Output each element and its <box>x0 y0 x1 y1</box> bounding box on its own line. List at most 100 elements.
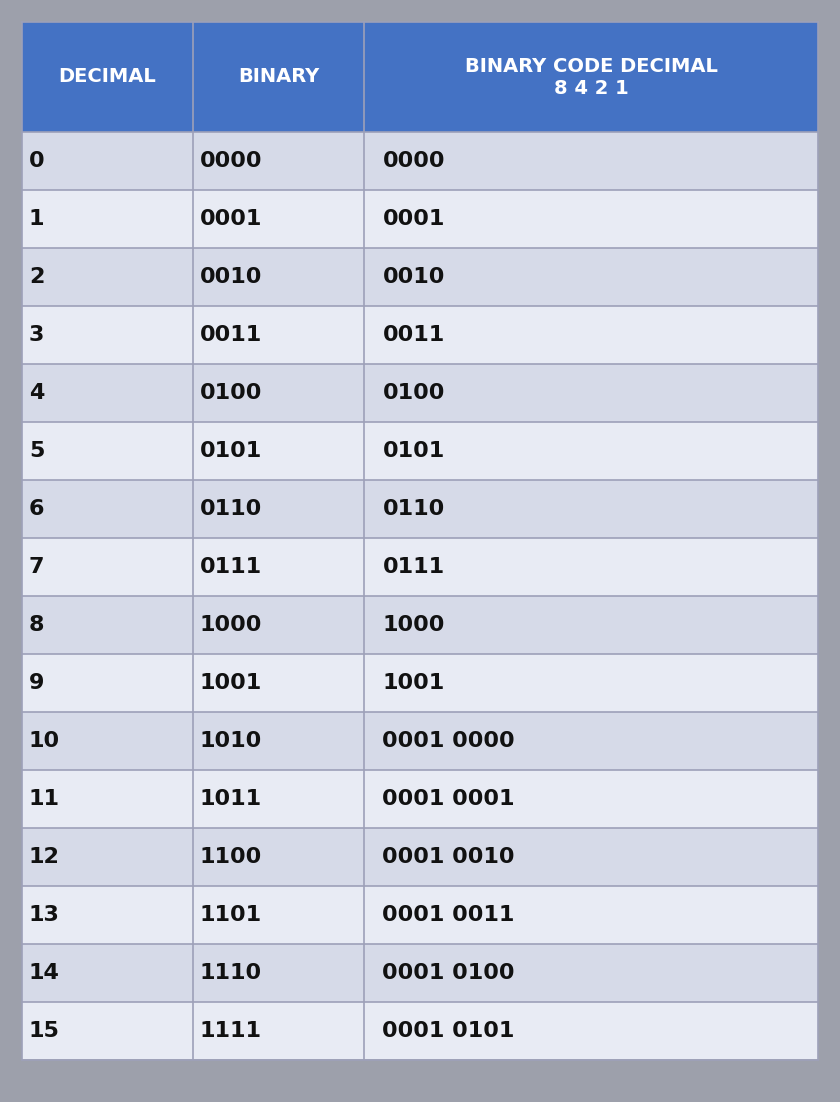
Text: BINARY CODE DECIMAL
8 4 2 1: BINARY CODE DECIMAL 8 4 2 1 <box>465 56 717 97</box>
Bar <box>22 828 193 886</box>
Bar <box>193 596 365 653</box>
Text: 1011: 1011 <box>200 789 262 809</box>
Text: 1101: 1101 <box>200 905 262 925</box>
Bar <box>365 1002 818 1060</box>
Text: 9: 9 <box>29 673 45 693</box>
Text: 5: 5 <box>29 441 45 461</box>
Bar <box>365 22 818 132</box>
Bar <box>22 944 193 1002</box>
Bar <box>22 306 193 364</box>
Bar <box>365 306 818 364</box>
Text: 1: 1 <box>29 209 45 229</box>
Text: 1010: 1010 <box>200 731 262 750</box>
Text: 3: 3 <box>29 325 45 345</box>
Text: 4: 4 <box>29 383 45 403</box>
Text: 0001 0000: 0001 0000 <box>382 731 515 750</box>
Bar <box>193 538 365 596</box>
Bar <box>193 248 365 306</box>
Bar <box>193 22 365 132</box>
Text: 1110: 1110 <box>200 963 262 983</box>
Text: 1001: 1001 <box>382 673 444 693</box>
Bar <box>22 422 193 480</box>
Text: 0: 0 <box>29 151 45 171</box>
Text: 1000: 1000 <box>200 615 262 635</box>
Bar <box>365 653 818 712</box>
Text: 0010: 0010 <box>382 267 445 287</box>
Bar <box>22 480 193 538</box>
Text: 0001 0101: 0001 0101 <box>382 1020 515 1041</box>
Bar <box>365 422 818 480</box>
Bar <box>193 828 365 886</box>
Bar <box>193 712 365 770</box>
Text: 6: 6 <box>29 499 45 519</box>
Text: 0001 0011: 0001 0011 <box>382 905 515 925</box>
Text: 0001 0010: 0001 0010 <box>382 847 515 867</box>
Text: 0100: 0100 <box>200 383 262 403</box>
Text: 0111: 0111 <box>200 557 262 577</box>
Text: 0100: 0100 <box>382 383 445 403</box>
Bar <box>365 944 818 1002</box>
Text: 15: 15 <box>29 1020 60 1041</box>
Bar <box>22 1002 193 1060</box>
Bar <box>22 712 193 770</box>
Text: 0011: 0011 <box>200 325 262 345</box>
Text: 0101: 0101 <box>382 441 444 461</box>
Text: 1100: 1100 <box>200 847 262 867</box>
Text: DECIMAL: DECIMAL <box>59 67 156 86</box>
Bar <box>22 886 193 944</box>
Text: 0101: 0101 <box>200 441 262 461</box>
Bar <box>365 248 818 306</box>
Text: 0001 0100: 0001 0100 <box>382 963 515 983</box>
Bar <box>193 653 365 712</box>
Text: 0011: 0011 <box>382 325 444 345</box>
Text: 0000: 0000 <box>200 151 262 171</box>
Text: 12: 12 <box>29 847 60 867</box>
Text: 0110: 0110 <box>200 499 262 519</box>
Bar <box>22 248 193 306</box>
Bar <box>365 596 818 653</box>
Text: 13: 13 <box>29 905 60 925</box>
Bar <box>22 364 193 422</box>
Bar <box>22 22 193 132</box>
Text: 0001: 0001 <box>382 209 445 229</box>
Bar <box>193 364 365 422</box>
Bar <box>22 132 193 190</box>
Bar <box>365 480 818 538</box>
Bar <box>193 190 365 248</box>
Text: 0001 0001: 0001 0001 <box>382 789 515 809</box>
Bar <box>365 538 818 596</box>
Bar <box>365 132 818 190</box>
Bar <box>193 886 365 944</box>
Bar <box>193 306 365 364</box>
Text: 0111: 0111 <box>382 557 444 577</box>
Text: 8: 8 <box>29 615 45 635</box>
Text: 1001: 1001 <box>200 673 262 693</box>
Bar <box>22 538 193 596</box>
Bar <box>193 422 365 480</box>
Bar <box>193 770 365 828</box>
Bar <box>22 596 193 653</box>
Bar <box>22 653 193 712</box>
Text: 0001: 0001 <box>200 209 262 229</box>
Text: 0000: 0000 <box>382 151 445 171</box>
Bar <box>193 944 365 1002</box>
Text: 1000: 1000 <box>382 615 445 635</box>
Text: BINARY: BINARY <box>238 67 319 86</box>
Bar <box>22 190 193 248</box>
Bar <box>365 364 818 422</box>
Text: 0110: 0110 <box>382 499 444 519</box>
Bar <box>365 770 818 828</box>
Text: 1111: 1111 <box>200 1020 262 1041</box>
Bar <box>193 132 365 190</box>
Bar <box>365 828 818 886</box>
Text: 10: 10 <box>29 731 60 750</box>
Text: 11: 11 <box>29 789 60 809</box>
Text: 7: 7 <box>29 557 45 577</box>
Bar <box>193 480 365 538</box>
Text: 14: 14 <box>29 963 60 983</box>
Bar <box>22 770 193 828</box>
Bar <box>365 712 818 770</box>
Text: 2: 2 <box>29 267 45 287</box>
Bar <box>365 886 818 944</box>
Bar <box>193 1002 365 1060</box>
